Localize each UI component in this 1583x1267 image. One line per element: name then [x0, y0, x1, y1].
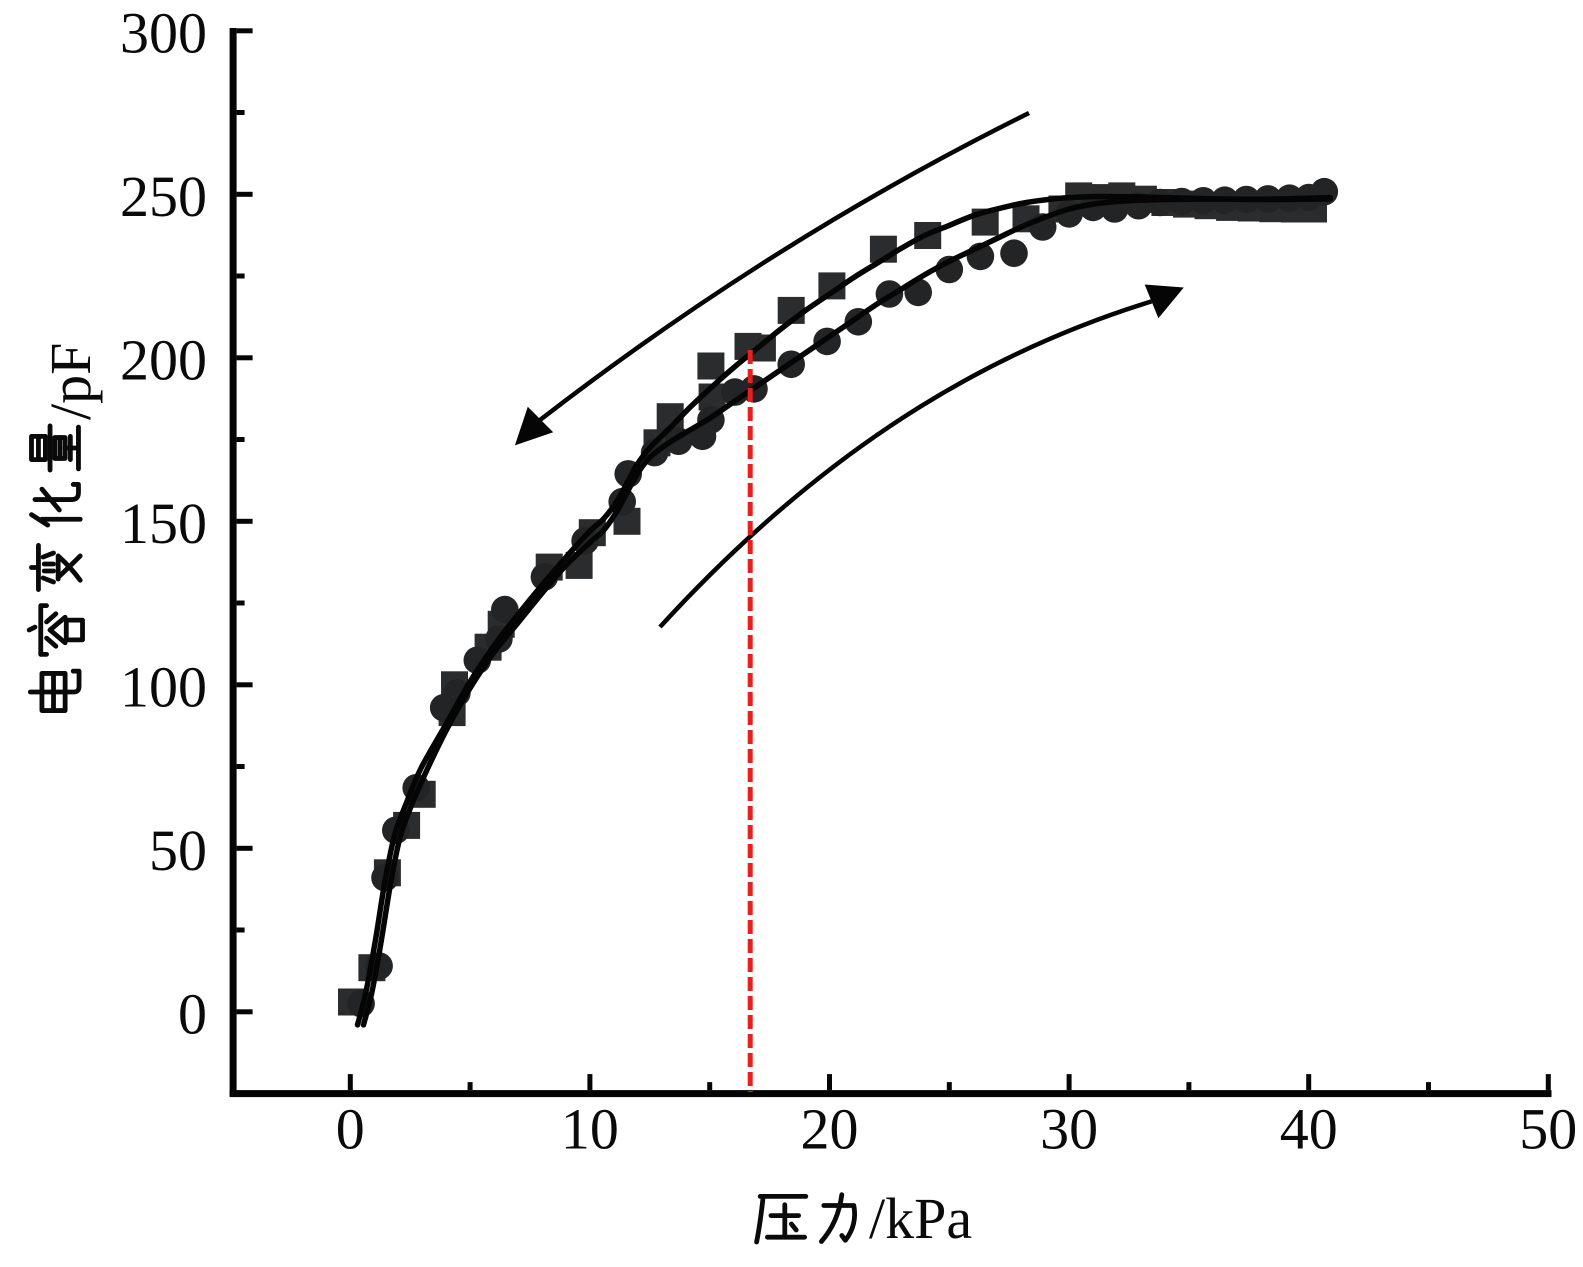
svg-text:20: 20 — [801, 1097, 859, 1162]
svg-text:/pF: /pF — [38, 343, 103, 420]
svg-text:50: 50 — [149, 818, 207, 883]
svg-text:300: 300 — [120, 1, 207, 66]
svg-text:30: 30 — [1040, 1097, 1098, 1162]
svg-text:40: 40 — [1280, 1097, 1338, 1162]
svg-text:/kPa: /kPa — [869, 1186, 972, 1251]
svg-text:100: 100 — [120, 655, 207, 720]
svg-text:0: 0 — [336, 1097, 365, 1162]
svg-text:0: 0 — [178, 982, 207, 1047]
svg-text:10: 10 — [561, 1097, 619, 1162]
svg-text:150: 150 — [120, 491, 207, 556]
svg-text:50: 50 — [1519, 1097, 1577, 1162]
svg-text:200: 200 — [120, 328, 207, 393]
svg-text:250: 250 — [120, 164, 207, 229]
